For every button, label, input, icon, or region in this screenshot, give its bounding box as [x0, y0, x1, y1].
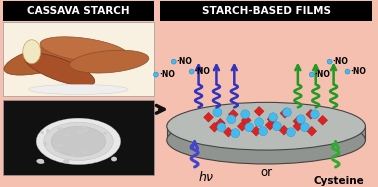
Polygon shape: [267, 114, 277, 124]
Ellipse shape: [4, 40, 95, 75]
Ellipse shape: [167, 116, 366, 164]
Polygon shape: [223, 127, 233, 137]
Ellipse shape: [259, 127, 268, 136]
Ellipse shape: [103, 132, 107, 134]
Ellipse shape: [301, 123, 309, 132]
Ellipse shape: [245, 123, 254, 132]
Ellipse shape: [57, 144, 60, 148]
Text: $h\nu$: $h\nu$: [198, 170, 214, 184]
Ellipse shape: [84, 129, 88, 132]
Ellipse shape: [46, 129, 50, 133]
Ellipse shape: [44, 122, 113, 160]
Text: ·NO: ·NO: [350, 67, 366, 76]
FancyBboxPatch shape: [160, 1, 372, 21]
Ellipse shape: [36, 118, 121, 165]
Ellipse shape: [40, 131, 44, 134]
Ellipse shape: [217, 123, 226, 132]
Ellipse shape: [29, 85, 128, 94]
Text: CASSAVA STARCH: CASSAVA STARCH: [27, 6, 130, 16]
Text: ·NO: ·NO: [177, 57, 193, 66]
Ellipse shape: [231, 129, 240, 138]
Ellipse shape: [43, 142, 46, 146]
Polygon shape: [237, 121, 247, 131]
Ellipse shape: [51, 126, 106, 156]
Ellipse shape: [25, 53, 95, 86]
Ellipse shape: [70, 50, 149, 73]
Ellipse shape: [227, 115, 236, 124]
Ellipse shape: [327, 59, 332, 64]
Text: Cysteine: Cysteine: [314, 176, 364, 186]
Ellipse shape: [167, 102, 366, 150]
Ellipse shape: [63, 159, 70, 163]
Polygon shape: [241, 115, 251, 125]
Polygon shape: [251, 126, 261, 136]
Text: STARCH-BASED FILMS: STARCH-BASED FILMS: [201, 6, 331, 16]
Ellipse shape: [273, 122, 282, 131]
Ellipse shape: [64, 134, 71, 137]
Ellipse shape: [111, 157, 117, 161]
Ellipse shape: [23, 40, 41, 64]
Ellipse shape: [241, 110, 250, 119]
Ellipse shape: [57, 127, 64, 131]
Ellipse shape: [71, 153, 75, 157]
Ellipse shape: [309, 72, 314, 77]
Polygon shape: [209, 122, 219, 132]
Polygon shape: [254, 106, 264, 116]
Polygon shape: [203, 112, 214, 122]
Polygon shape: [293, 121, 303, 131]
Polygon shape: [307, 126, 317, 136]
Polygon shape: [215, 118, 225, 128]
Ellipse shape: [58, 144, 63, 146]
Polygon shape: [279, 125, 289, 135]
Ellipse shape: [282, 108, 291, 117]
Ellipse shape: [84, 150, 87, 154]
Ellipse shape: [171, 59, 176, 64]
Ellipse shape: [36, 159, 44, 163]
FancyBboxPatch shape: [3, 1, 154, 21]
Ellipse shape: [189, 69, 194, 74]
Ellipse shape: [287, 128, 295, 137]
Text: ·NO: ·NO: [315, 70, 331, 79]
Polygon shape: [280, 108, 290, 118]
Text: ·NO: ·NO: [333, 57, 349, 66]
Polygon shape: [265, 120, 275, 130]
Ellipse shape: [213, 108, 222, 117]
Ellipse shape: [153, 72, 158, 77]
Ellipse shape: [345, 69, 350, 74]
FancyBboxPatch shape: [3, 100, 154, 175]
Polygon shape: [167, 126, 366, 140]
Polygon shape: [318, 115, 328, 125]
Polygon shape: [228, 109, 238, 119]
Text: or: or: [260, 166, 272, 180]
Ellipse shape: [40, 37, 129, 63]
Text: ·NO: ·NO: [195, 67, 211, 76]
Ellipse shape: [54, 148, 59, 152]
Text: ·NO: ·NO: [159, 70, 175, 79]
Polygon shape: [306, 109, 316, 119]
Polygon shape: [293, 116, 303, 126]
Ellipse shape: [310, 110, 319, 119]
Ellipse shape: [268, 113, 277, 122]
Ellipse shape: [296, 115, 305, 124]
Ellipse shape: [82, 126, 88, 128]
Ellipse shape: [255, 118, 263, 127]
FancyBboxPatch shape: [3, 22, 154, 96]
Ellipse shape: [38, 161, 45, 164]
Ellipse shape: [77, 130, 85, 134]
